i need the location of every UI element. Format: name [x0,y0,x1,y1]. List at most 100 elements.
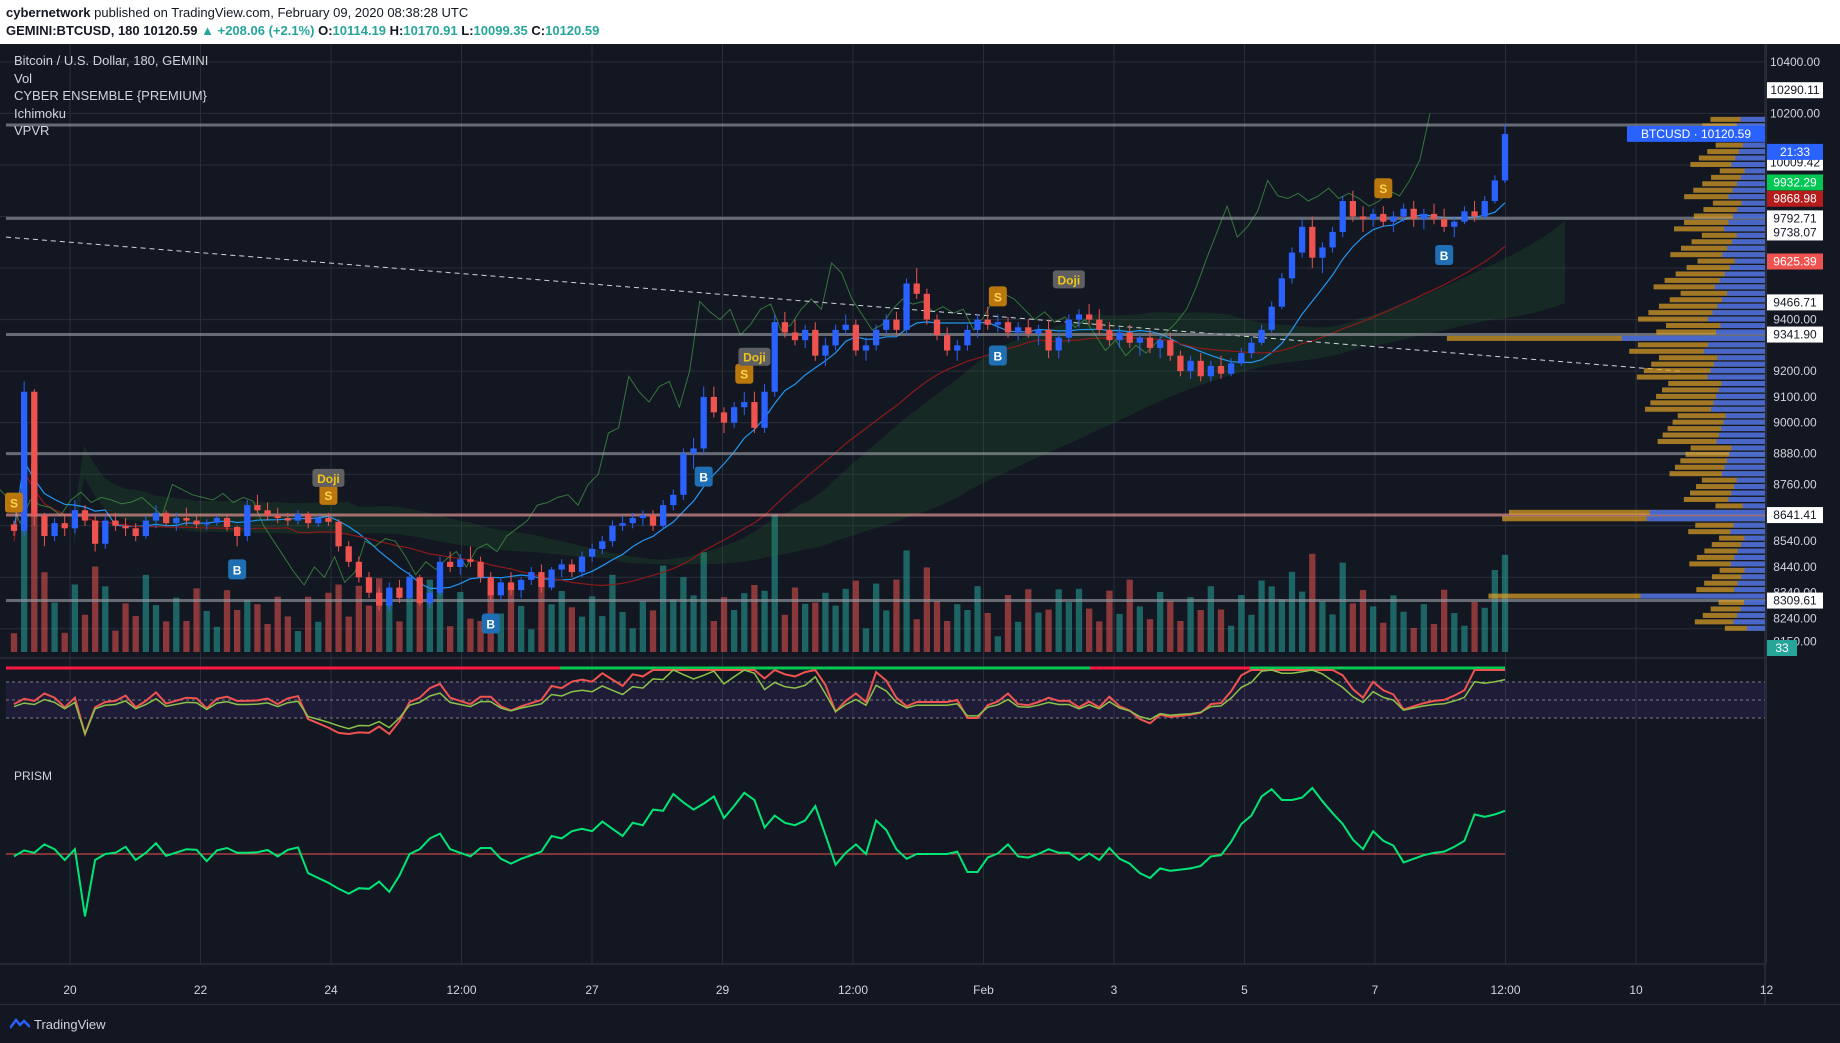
vpvr-row-sell [1690,445,1765,451]
vpvr-row-buy [1725,413,1765,419]
vpvr-row-sell [1674,226,1765,232]
volume-bar [223,590,231,652]
vpvr-row-buy [1742,503,1765,509]
vpvr-row-sell [1712,200,1765,206]
volume-bar [1268,586,1275,652]
candle-body [1085,314,1093,320]
time-tick-label: 22 [194,983,208,997]
candle-body [751,402,758,428]
volume-bar [1217,609,1225,652]
tradingview-logo-icon[interactable] [10,1018,30,1030]
legend-item-vpvr[interactable]: VPVR [14,123,50,138]
volume-bar [517,606,525,652]
vpvr-row-sell [1698,155,1765,161]
time-tick-label: 24 [324,983,338,997]
volume-tag [1767,640,1797,656]
volume-bar [771,514,778,652]
candle-body [477,561,484,578]
vpvr-row-sell [1664,277,1765,283]
volume-bar [1045,609,1052,652]
price-level-label: 10290.11 [1770,83,1819,97]
legend-item-cyber-ensemble[interactable]: CYBER ENSEMBLE {PREMIUM} [14,88,207,103]
candle-body [264,510,271,516]
candle-body [639,515,647,518]
symbol-name[interactable]: GEMINI:BTCUSD, 180 [6,23,140,38]
price-chart[interactable]: B B B B B S S S S S Doji Doji Doji 10400.00 10290.11 1… [0,44,1840,1004]
vpvr-row-buy [1741,574,1765,580]
volume-bar [741,593,748,652]
candle-body [822,345,829,356]
legend-item-vol[interactable]: Vol [14,70,33,86]
candle-body [832,329,839,346]
vpvr-row-buy [1731,490,1765,496]
volume-bar [599,616,606,652]
volume-bar [386,591,393,652]
volume-bar [203,610,210,652]
vpvr-row-buy [1734,554,1765,560]
vpvr-row-buy [1621,335,1765,341]
vpvr-row-sell [1644,406,1765,412]
vpvr-row-buy [1731,239,1765,245]
time-axis: 20 22 24 12:00 27 29 12:00 Feb 3 5 7 12:00 10 12 [63,983,1773,997]
time-tick-label: 7 [1372,983,1379,997]
candle-body [81,510,89,521]
candle-body [700,396,707,449]
legend-item-ichimoku[interactable]: Ichimoku [14,105,67,121]
volume-bar [862,628,870,652]
candle-body [1096,319,1103,330]
legend-title[interactable]: Bitcoin / U.S. Dollar, 180, GEMINI [14,53,209,68]
prism-wave-line [13,786,1506,917]
prism-pane-label[interactable]: PRISM [14,769,53,783]
vpvr-row-sell [1691,239,1765,245]
doji-marker [738,347,771,366]
vpvr-row-buy [1736,477,1765,483]
vpvr-row-buy [1746,625,1765,631]
author-name[interactable]: cybernetwork [6,5,91,20]
candle-body [416,577,423,604]
vpvr-row-sell [1656,393,1765,399]
vpvr-row-sell [1638,316,1765,322]
volume-bar [1156,591,1164,652]
time-tick-label: 3 [1111,983,1118,997]
vpvr-row-buy [1734,587,1765,593]
candle-body [558,564,565,570]
candle-body [91,520,99,544]
volume-bar [1136,606,1144,652]
sell-signal-label: S [1379,182,1387,196]
brand-name[interactable]: TradingView [34,1017,106,1032]
vpvr-row-sell [1643,368,1765,374]
vpvr-row-sell [1718,600,1765,606]
volume-bar [832,605,839,652]
price-level-tag [1767,82,1823,99]
candle-body [1410,208,1417,220]
candle-body [1339,201,1346,232]
volume-bar [10,633,18,652]
candle-body [883,319,890,330]
candle-body [396,587,403,598]
doji-marker-label: Doji [743,351,766,365]
vpvr-row-sell [1690,490,1765,496]
vpvr-row-buy [1729,265,1765,271]
volume-bar [1004,595,1012,652]
candle-body [964,329,971,346]
candle-body [41,515,48,537]
vpvr-row-buy [1733,619,1765,625]
price-level-label: 9868.98 [1773,192,1817,206]
volume-bar [1339,562,1346,652]
volume-bar [1369,606,1377,652]
buy-signal-label: B [994,349,1003,363]
candle-body [1359,216,1367,220]
vpvr-row-sell [1701,232,1765,238]
volume-bar [1167,601,1174,652]
vpvr-row-sell [1702,123,1765,129]
vpvr-row-sell [1685,451,1765,457]
vpvr-row-buy [1732,213,1765,219]
vpvr-row-sell [1502,516,1765,522]
vpvr-row-buy [1720,323,1765,329]
vpvr-row-buy [1717,303,1765,309]
price-level-label: 9341.90 [1773,328,1817,342]
volume-bar [213,626,221,652]
candle-body [1116,332,1123,341]
price-tick-label: 8540.00 [1773,534,1817,548]
sell-signal [735,363,754,384]
